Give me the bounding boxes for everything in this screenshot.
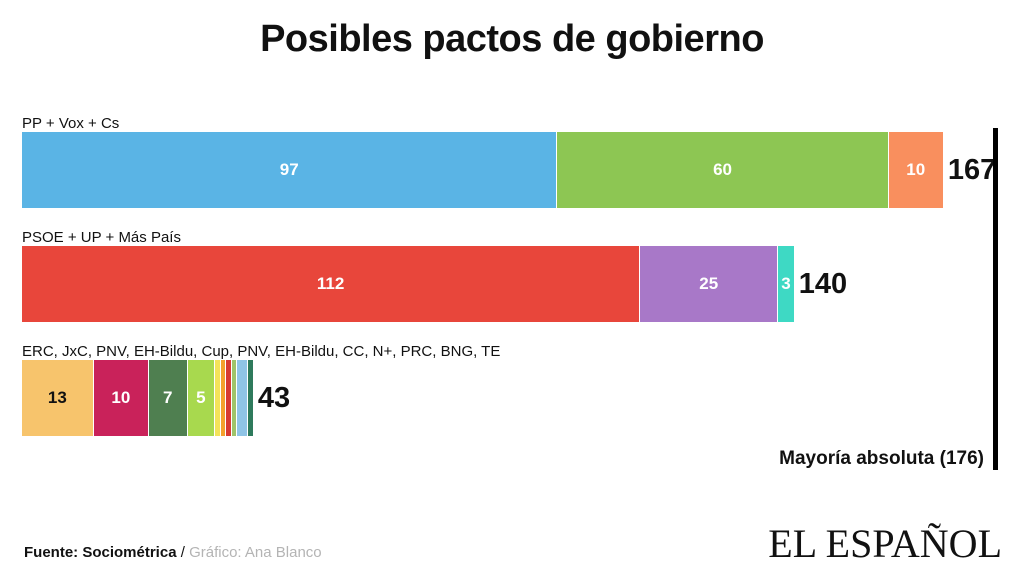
coalition-label: PP + Vox + Cs	[22, 115, 120, 132]
bar-segment-pnv: 7	[148, 360, 188, 436]
coalition-1: PP + Vox + Cs 97 60 10 167	[22, 115, 996, 208]
bar-segment-jxc: 10	[93, 360, 149, 436]
coalition-bar: 13 10 7 5	[22, 360, 254, 436]
bar-segment-up: 25	[640, 246, 779, 322]
bar-segment-cup	[215, 360, 221, 436]
majority-threshold-line	[993, 128, 998, 470]
coalition-2: PSOE + UP + Más País 112 25 3 140	[22, 229, 847, 322]
bar-segment-te	[248, 360, 254, 436]
chart-title: Posibles pactos de gobierno	[260, 18, 764, 60]
bar-segment-erc: 13	[22, 360, 94, 436]
coalition-total: 43	[257, 382, 291, 414]
bar-segment-vox: 60	[557, 132, 889, 208]
bar-segment-eh-bildu: 5	[187, 360, 216, 436]
bar-segment-pp: 97	[22, 132, 558, 208]
coalition-3: ERC, JxC, PNV, EH-Bildu, Cup, PNV, EH-Bi…	[22, 343, 501, 436]
segment-value-label: 13	[47, 388, 67, 407]
bar-segment-cc	[220, 360, 227, 436]
segment-value-label: 3	[781, 274, 791, 293]
source-credit: Fuente: Sociométrica / Gráfico: Ana Blan…	[24, 544, 322, 561]
segment-value-label: 25	[699, 274, 719, 293]
graphic-credit: Gráfico: Ana Blanco	[189, 544, 322, 561]
segment-value-label: 60	[713, 160, 732, 179]
segment-value-label: 112	[316, 274, 345, 293]
bar-segment-cs: 10	[888, 132, 944, 208]
bar-segment-n-	[226, 360, 232, 436]
coalition-bar: 112 25 3	[22, 246, 795, 322]
segment-value-label: 5	[196, 388, 206, 407]
coalition-bar: 97 60 10	[22, 132, 944, 208]
segment-value-label: 97	[279, 160, 299, 179]
source-label: Fuente: Sociométrica	[24, 544, 177, 561]
majority-threshold-label: Mayoría absoluta (176)	[779, 448, 984, 469]
segment-value-label: 10	[906, 160, 926, 179]
bar-segment-prc	[231, 360, 238, 436]
segment-value-label: 7	[163, 388, 173, 407]
bar-segment-bng	[237, 360, 249, 436]
source-separator: /	[176, 544, 190, 561]
coalition-total: 140	[798, 268, 848, 300]
publisher-logo: EL ESPAÑOL	[768, 521, 1002, 566]
coalition-total: 167	[947, 154, 997, 186]
bar-segment-psoe: 112	[22, 246, 641, 322]
segment-value-label: 10	[111, 388, 131, 407]
coalition-label: ERC, JxC, PNV, EH-Bildu, Cup, PNV, EH-Bi…	[22, 343, 501, 360]
bar-segment-m-s-pa-s: 3	[778, 246, 795, 322]
coalition-label: PSOE + UP + Más País	[22, 229, 181, 246]
